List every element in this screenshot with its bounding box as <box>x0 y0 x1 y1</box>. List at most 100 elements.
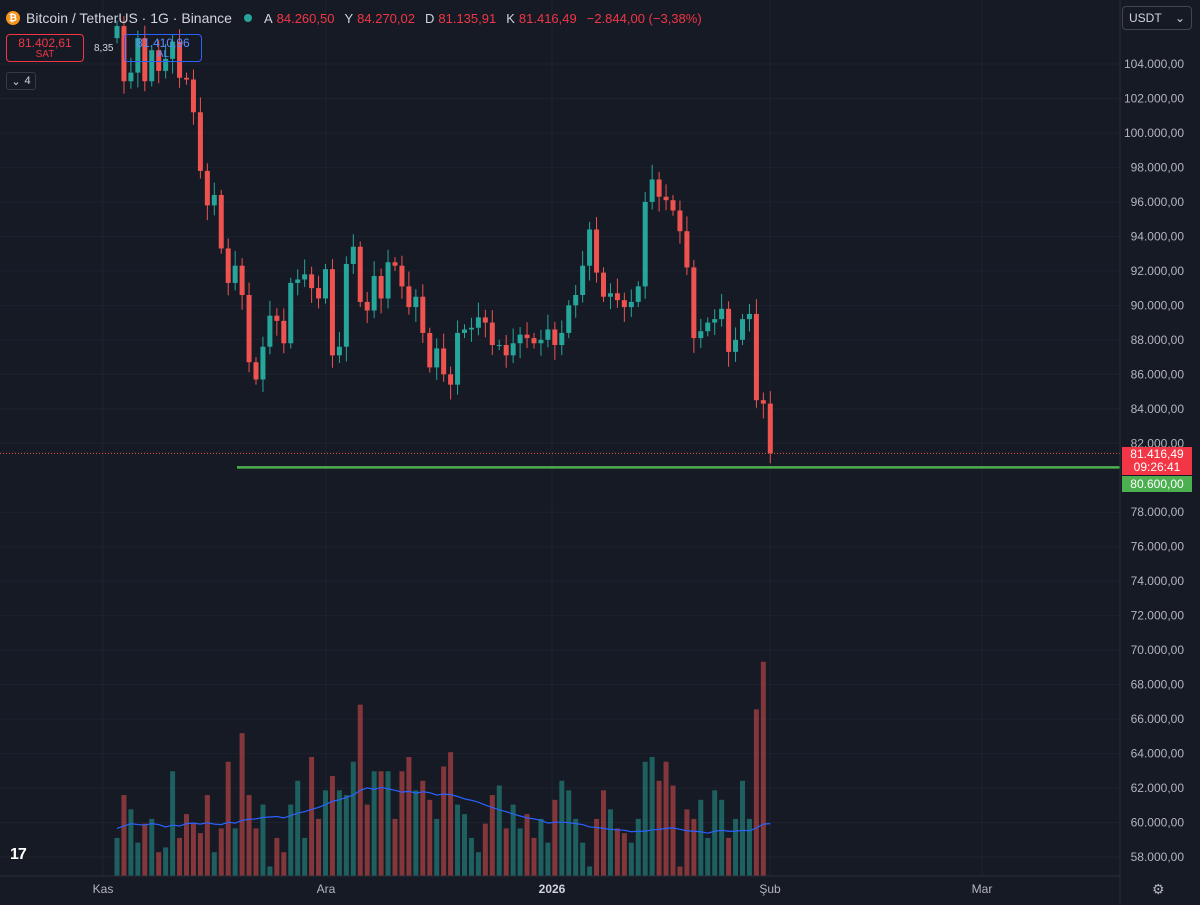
volume-bar <box>545 842 551 876</box>
candle-body <box>267 315 273 347</box>
price-tick-label: 98.000,00 <box>1131 160 1185 174</box>
candle-body <box>719 308 725 320</box>
candle-body <box>420 296 426 333</box>
candle-body <box>524 334 530 339</box>
volume-bar <box>302 837 308 876</box>
candle-body <box>190 79 196 113</box>
sell-button[interactable]: 81.402,61 SAT <box>6 34 84 62</box>
volume-bar <box>309 756 315 876</box>
volume-bar <box>462 814 467 876</box>
candle-body <box>142 38 148 82</box>
volume-bar <box>566 790 572 876</box>
volume-bar <box>642 761 648 876</box>
volume-bar <box>121 795 127 876</box>
last-price-value: 81.416,49 <box>1130 447 1184 461</box>
symbol-header: ₿ Bitcoin / TetherUS · 1G · Binance A 84.… <box>6 8 708 28</box>
change-value: −2.844,00 (−3,38%) <box>586 10 702 26</box>
line-price-tag: 80.600,00 <box>1122 476 1192 492</box>
volume-bar <box>420 780 426 876</box>
symbol-title[interactable]: Bitcoin / TetherUS · 1G · Binance <box>26 10 232 26</box>
candle-body <box>350 246 356 264</box>
bitcoin-logo-icon: ₿ <box>6 11 20 25</box>
volume-bar <box>177 837 183 876</box>
price-tick-label: 60.000,00 <box>1131 816 1185 830</box>
volume-bar <box>156 852 162 876</box>
buy-button[interactable]: 81.410,96 AL <box>124 34 202 62</box>
candle-body <box>170 41 176 59</box>
candle-body <box>552 329 558 345</box>
volume-bar <box>142 823 148 876</box>
volume-bar <box>316 818 322 876</box>
volume-bar <box>733 818 739 876</box>
volume-bar <box>128 809 134 876</box>
volume-bar <box>441 766 447 876</box>
volume-bar <box>211 852 217 876</box>
price-tick-label: 88.000,00 <box>1131 333 1185 347</box>
close-label: K <box>506 10 515 26</box>
candle-body <box>392 262 398 266</box>
candle-body <box>309 274 315 289</box>
volume-bar <box>336 790 342 876</box>
candle-body <box>767 403 773 454</box>
sell-label: SAT <box>35 49 55 60</box>
volume-bar <box>371 771 377 876</box>
volume-bar <box>573 818 579 876</box>
candle-body <box>371 276 377 311</box>
volume-ma-line <box>116 786 771 834</box>
candle-body <box>114 26 120 39</box>
candle-body <box>128 72 134 82</box>
low-value: 81.135,91 <box>438 10 497 26</box>
price-tick-label: 70.000,00 <box>1131 643 1185 657</box>
price-tick-label: 58.000,00 <box>1131 850 1185 864</box>
candle-body <box>204 170 210 206</box>
candle-body <box>323 269 328 299</box>
volume-bar <box>260 804 266 876</box>
volume-bar <box>378 771 384 876</box>
volume-bar <box>517 828 523 876</box>
volume-bar <box>746 818 752 876</box>
indicators-toggle-button[interactable]: ⌄ 4 <box>6 72 36 90</box>
candle-body <box>406 286 412 308</box>
volume-bar <box>663 761 669 876</box>
time-tick-label: Ara <box>317 882 336 896</box>
candle-body <box>156 50 162 71</box>
volume-bar <box>510 804 516 876</box>
price-axis[interactable]: 104.000,00 102.000,00 100.000,00 98.000,00 9… <box>1124 57 1184 864</box>
candle-body <box>496 344 502 346</box>
volume-bar <box>434 818 440 876</box>
candle-body <box>733 339 739 352</box>
price-tick-label: 72.000,00 <box>1131 609 1185 623</box>
volume-bar <box>753 709 759 876</box>
settings-gear-icon[interactable]: ⚙ <box>1152 881 1165 897</box>
candle-body <box>670 200 676 211</box>
buy-price: 81.410,96 <box>136 36 190 50</box>
price-tick-label: 102.000,00 <box>1124 91 1184 105</box>
candle-body <box>510 343 516 356</box>
candle-body <box>482 317 488 323</box>
candle-body <box>413 296 419 308</box>
volume-bar <box>559 780 565 876</box>
price-tick-label: 82.000,00 <box>1131 436 1185 450</box>
candle-body <box>677 210 683 232</box>
volume-bar <box>329 776 335 876</box>
currency-select[interactable]: USDT ⌄ <box>1122 6 1192 30</box>
time-axis[interactable]: Kas Ara 2026 Şub Mar <box>93 882 993 896</box>
volume-bar <box>705 837 711 876</box>
price-tick-label: 90.000,00 <box>1131 298 1185 312</box>
candle-body <box>746 313 752 320</box>
price-tick-label: 68.000,00 <box>1131 678 1185 692</box>
price-tick-label: 84.000,00 <box>1131 402 1185 416</box>
close-value: 81.416,49 <box>518 10 577 26</box>
candle-body <box>177 41 183 78</box>
price-tick-label: 64.000,00 <box>1131 747 1185 761</box>
volume-bar <box>635 818 641 876</box>
candle-body <box>691 267 697 339</box>
volume-bar <box>649 756 655 876</box>
volume-bar <box>399 771 405 876</box>
candle-body <box>434 348 440 368</box>
volume-bar <box>594 818 600 876</box>
open-label: A <box>263 10 273 26</box>
candle-body <box>740 319 745 340</box>
chart-grid <box>0 0 1120 876</box>
